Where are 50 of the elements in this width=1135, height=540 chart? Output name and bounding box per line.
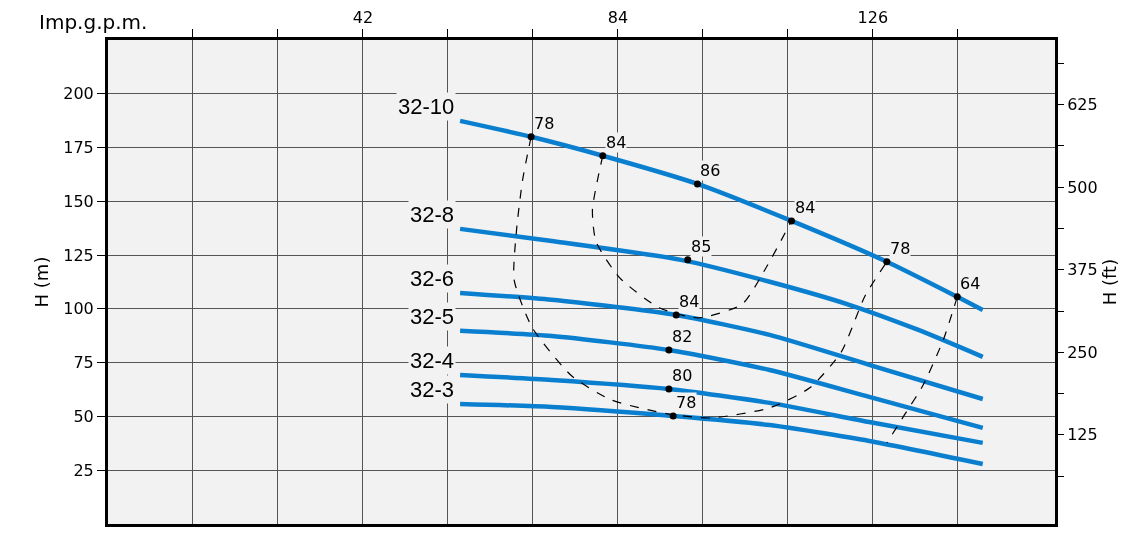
point [788,217,796,225]
x-tick-label: 84 [607,7,629,27]
y-tick-label: 175 [63,138,94,158]
annotation: 86 [700,161,721,180]
y-tick-label: 125 [63,245,94,265]
x-axis-title: Imp.g.p.m. [39,10,148,34]
x-tick-label: 126 [857,7,889,27]
y-tick-label: 100 [63,299,94,319]
point [665,346,673,354]
point [599,152,607,160]
series-label: 32-6 [410,266,455,291]
point [669,412,677,420]
annotation: 82 [672,327,693,346]
point [527,133,535,141]
y2-axis-title: H (ft) [1098,258,1120,306]
y-axis-title: H (m) [31,256,53,308]
x-tick-label: 42 [352,7,374,27]
series-label: 32-4 [410,348,455,373]
annotation: 85 [691,237,712,256]
point [693,180,701,188]
y-tick-label: 25 [73,460,94,480]
annotation: 64 [960,274,981,293]
annotation: 84 [795,198,816,217]
annotation: 84 [606,133,627,152]
y-tick-label: 50 [73,407,94,427]
annotation: 78 [890,239,911,258]
annotation: 78 [534,114,555,133]
y2-tick-label: 125 [1067,425,1098,445]
series-label: 32-10 [398,94,455,119]
annotation: 78 [676,393,697,412]
y2-tick-label: 375 [1067,260,1098,280]
line-series [457,328,986,431]
point [684,256,692,264]
y2-tick-label: 250 [1067,342,1098,362]
y2-tick-label: 500 [1067,177,1098,197]
series-label: 32-8 [410,202,455,227]
point [672,311,680,319]
line-series [457,226,986,360]
annotation: 84 [679,292,700,311]
y-tick-label: 200 [63,84,94,104]
point [953,293,961,301]
point [883,258,891,266]
annotation: 80 [672,366,693,385]
y-tick-label: 150 [63,191,94,211]
point [665,385,673,393]
line-series [457,118,986,313]
series-label: 32-5 [410,304,455,329]
y-tick-label: 75 [73,353,94,373]
y2-tick-label: 625 [1067,95,1098,115]
series-label: 32-3 [410,377,455,402]
